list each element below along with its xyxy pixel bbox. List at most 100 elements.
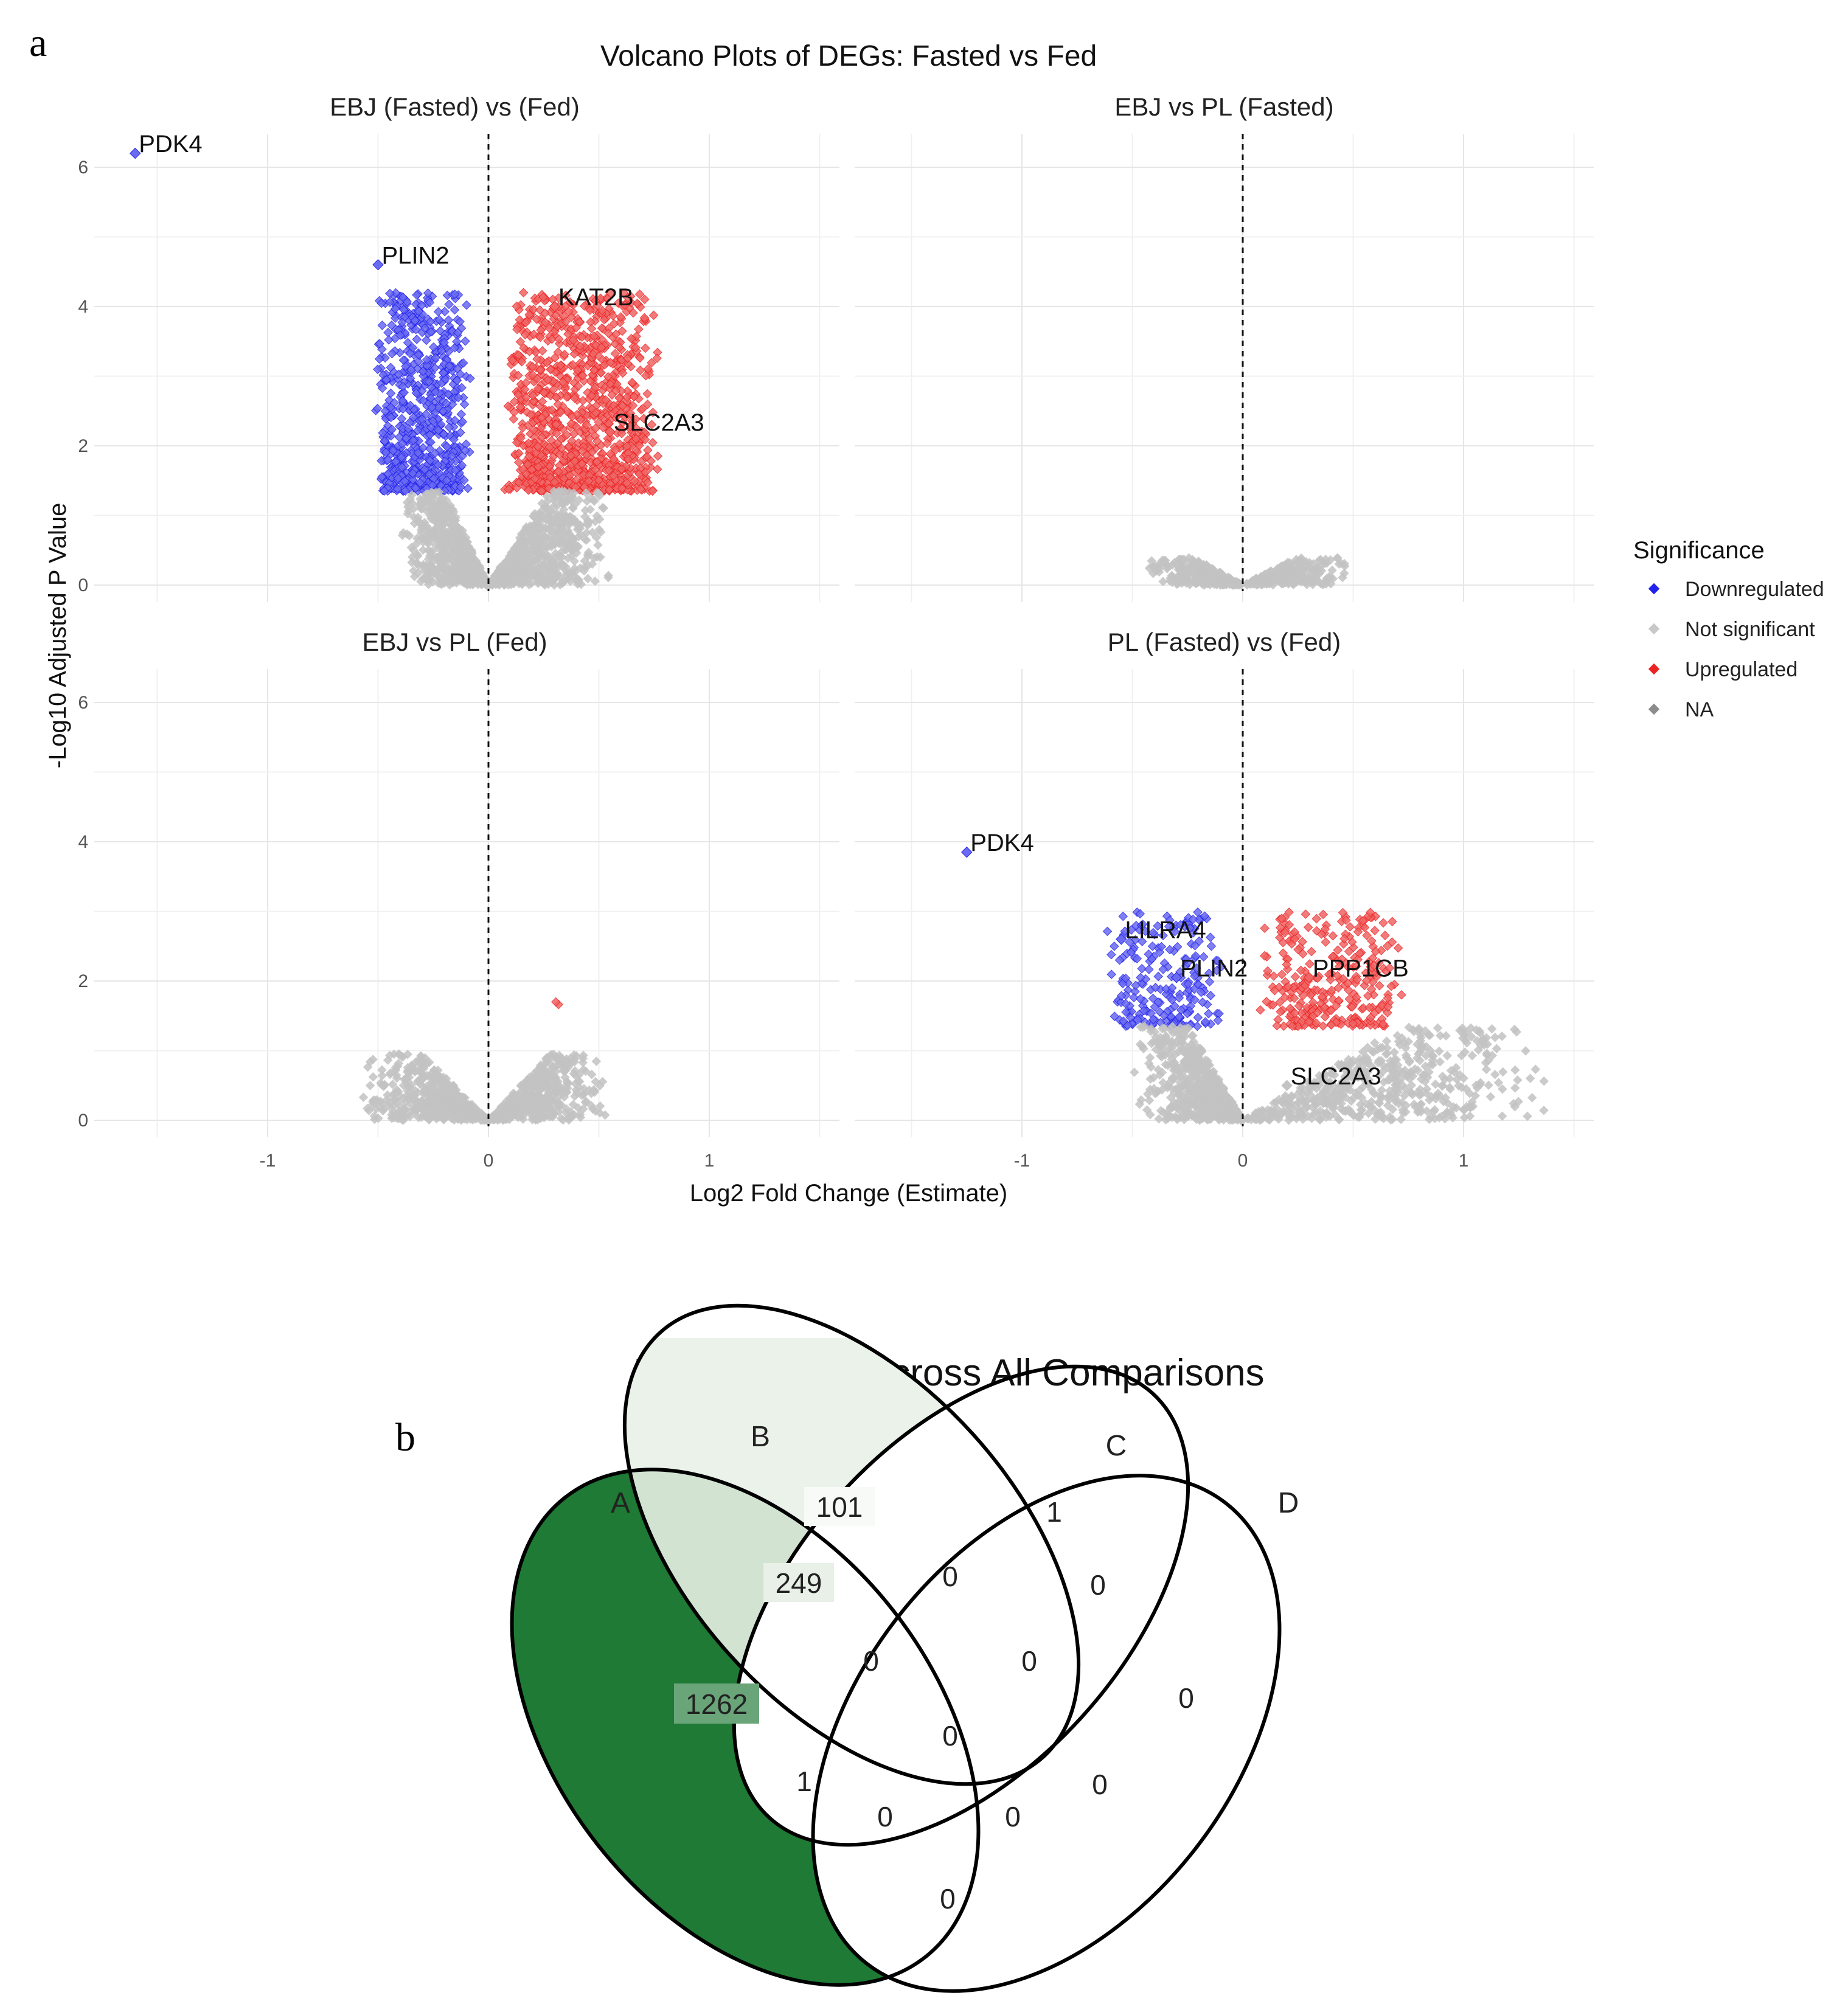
panel-label-a: a (29, 21, 47, 65)
volcano-panels: EBJ (Fasted) vs (Fed)PDK4PLIN2KAT2BSLC2A… (94, 92, 1594, 1137)
data-point (461, 439, 471, 449)
data-point (383, 327, 393, 338)
panel-title-1: EBJ (Fasted) vs (Fed) (330, 92, 580, 121)
data-point (398, 381, 408, 392)
data-point (391, 303, 400, 314)
data-point (388, 446, 398, 456)
data-point (1388, 917, 1397, 927)
data-point (426, 327, 436, 337)
data-point (1110, 941, 1119, 951)
data-point (442, 290, 453, 300)
data-point (420, 323, 430, 333)
data-point (411, 325, 421, 335)
data-point (397, 414, 407, 424)
data-point (405, 400, 415, 411)
panel-label-b: b (395, 1415, 415, 1460)
data-point (586, 324, 597, 334)
data-point (408, 475, 418, 485)
data-point (411, 483, 421, 493)
data-point (457, 417, 468, 427)
data-point (635, 366, 645, 375)
data-point (378, 428, 387, 438)
data-point (372, 403, 383, 414)
data-point (452, 336, 462, 347)
data-point (425, 456, 435, 466)
data-point (462, 300, 471, 310)
data-point (1328, 931, 1338, 941)
data-point (413, 448, 423, 458)
data-point (386, 388, 396, 398)
data-point (414, 350, 423, 359)
volcano-panel-3: EBJ vs PL (Fed) (94, 628, 839, 1137)
data-point (446, 451, 457, 461)
data-point (424, 377, 434, 387)
data-point (1303, 923, 1313, 932)
data-point (423, 288, 433, 298)
data-point (429, 342, 439, 352)
data-point (401, 434, 411, 443)
data-point (387, 320, 397, 330)
data-point (460, 446, 470, 456)
data-point (420, 465, 429, 474)
data-point (457, 460, 467, 470)
data-point (433, 307, 443, 317)
data-point (442, 476, 452, 485)
data-point (377, 472, 387, 482)
gene-label-slc2a3: SLC2A3 (614, 409, 704, 436)
data-point (393, 473, 403, 484)
data-point (397, 462, 407, 473)
data-point (387, 425, 397, 434)
data-point (1193, 1013, 1203, 1022)
data-point (402, 297, 412, 307)
data-point (377, 383, 387, 393)
data-point (641, 343, 650, 353)
data-point (383, 469, 393, 479)
volcano-panel-2: EBJ vs PL (Fasted) (855, 92, 1594, 602)
data-point (1106, 969, 1116, 979)
data-point (648, 310, 659, 321)
data-point (384, 335, 394, 345)
data-point (381, 447, 391, 457)
data-point (460, 336, 470, 346)
data-point (1213, 1015, 1223, 1025)
panel-title-4: PL (Fasted) vs (Fed) (1108, 628, 1341, 656)
data-point (398, 424, 408, 434)
data-point (377, 456, 386, 466)
data-point (418, 366, 428, 376)
data-point (443, 389, 453, 399)
data-point (405, 348, 415, 358)
data-point (456, 428, 465, 437)
data-point (410, 316, 420, 325)
data-point (392, 484, 403, 494)
data-point (444, 361, 454, 371)
data-point (652, 464, 662, 474)
data-point (444, 299, 454, 310)
data-point (397, 317, 407, 327)
panel-title-2: EBJ vs PL (Fasted) (1114, 92, 1333, 121)
data-point (412, 335, 422, 344)
panel-title-3: EBJ vs PL (Fed) (362, 628, 547, 656)
data-point (395, 330, 405, 340)
data-point (399, 387, 409, 398)
data-point (391, 288, 401, 298)
data-point (458, 393, 468, 403)
data-point (398, 396, 408, 406)
data-point (426, 437, 436, 447)
data-point (1269, 971, 1279, 981)
volcano-ylabel: -Log10 Adjusted P Value (44, 503, 71, 769)
data-point (415, 478, 425, 488)
data-point (406, 365, 416, 375)
data-point (421, 409, 431, 419)
data-point (375, 339, 384, 348)
data-point (377, 298, 386, 308)
data-point (456, 482, 465, 492)
data-point (1290, 972, 1301, 982)
data-point (408, 468, 418, 479)
data-point (434, 425, 443, 435)
data-point (439, 368, 448, 378)
data-point (434, 314, 444, 325)
data-point (397, 439, 408, 449)
data-point (431, 353, 440, 363)
